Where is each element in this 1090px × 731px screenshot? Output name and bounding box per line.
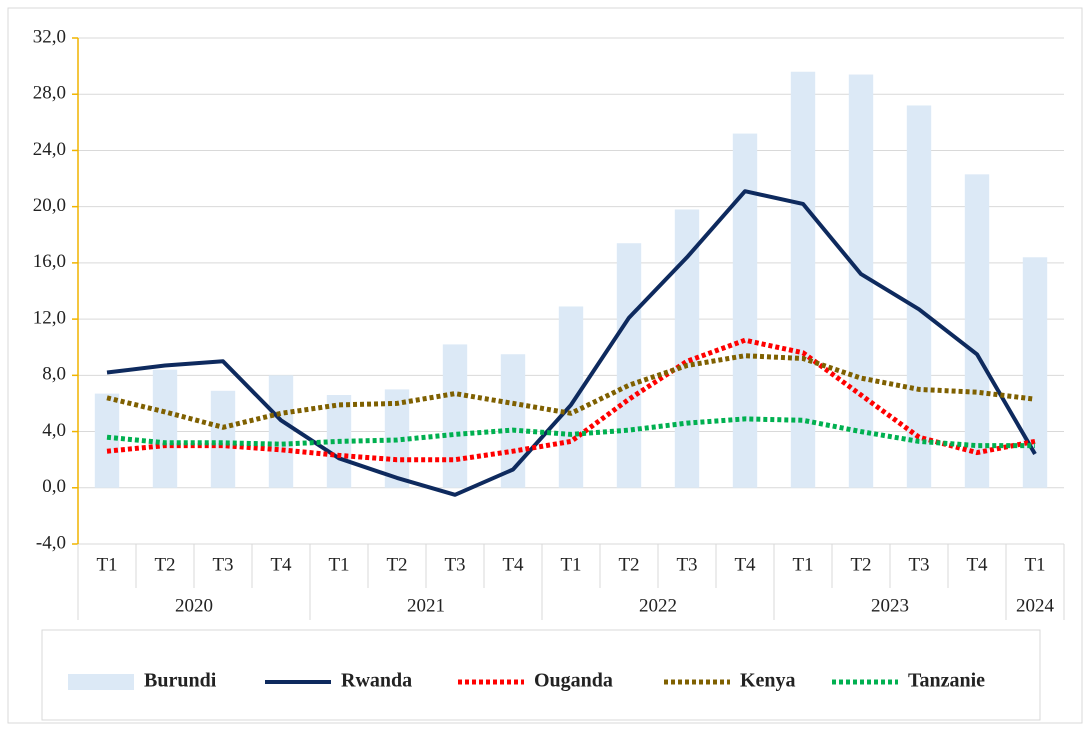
legend-label: Ouganda xyxy=(534,670,613,692)
y-tick-label: 32,0 xyxy=(33,26,66,47)
legend-label: Kenya xyxy=(740,670,796,692)
bar xyxy=(674,209,700,488)
x-tick-label: T2 xyxy=(618,554,639,575)
bar xyxy=(906,105,932,488)
bar xyxy=(210,390,236,488)
x-tick-label: T1 xyxy=(1024,554,1045,575)
x-tick-label: T2 xyxy=(386,554,407,575)
x-group-label: 2020 xyxy=(175,595,213,616)
legend-label: Burundi xyxy=(144,670,217,692)
line-series xyxy=(106,189,1037,497)
legend-frame xyxy=(41,629,1041,721)
x-group-label: 2022 xyxy=(639,595,677,616)
line-series xyxy=(106,353,1036,430)
x-tick-label: T1 xyxy=(96,554,117,575)
x-group-label: 2023 xyxy=(871,595,909,616)
x-tick-label: T1 xyxy=(560,554,581,575)
y-tick-label: 4,0 xyxy=(42,420,66,441)
y-tick-label: 16,0 xyxy=(33,251,66,272)
bar xyxy=(790,71,816,488)
x-tick-label: T1 xyxy=(328,554,349,575)
x-group-label: 2024 xyxy=(1016,595,1055,616)
bar xyxy=(442,344,468,488)
line-series xyxy=(106,416,1035,449)
x-tick-label: T1 xyxy=(792,554,813,575)
bar xyxy=(964,174,990,488)
bar xyxy=(732,133,758,488)
x-tick-label: T4 xyxy=(270,554,292,575)
y-tick-label: 28,0 xyxy=(33,83,66,104)
bar xyxy=(558,306,584,488)
bar xyxy=(500,354,526,488)
bar xyxy=(1022,257,1048,488)
y-tick-label: 20,0 xyxy=(33,195,66,216)
x-tick-label: T4 xyxy=(734,554,756,575)
x-tick-label: T3 xyxy=(444,554,465,575)
y-tick-label: 8,0 xyxy=(42,364,66,385)
x-tick-label: T4 xyxy=(966,554,988,575)
line-series xyxy=(106,337,1036,463)
legend-label: Rwanda xyxy=(341,670,412,692)
y-tick-label: 0,0 xyxy=(42,476,66,497)
bar xyxy=(94,393,120,488)
x-tick-label: T2 xyxy=(850,554,871,575)
x-tick-label: T4 xyxy=(502,554,524,575)
legend-swatch xyxy=(68,674,134,690)
bar xyxy=(616,243,642,488)
x-tick-label: T2 xyxy=(154,554,175,575)
legend-label: Tanzanie xyxy=(908,670,985,692)
x-group-label: 2021 xyxy=(407,595,445,616)
bar xyxy=(268,375,294,488)
bar xyxy=(152,369,178,488)
y-tick-label: 24,0 xyxy=(33,139,66,160)
x-tick-label: T3 xyxy=(676,554,697,575)
x-tick-label: T3 xyxy=(212,554,233,575)
y-tick-label: 12,0 xyxy=(33,307,66,328)
y-tick-label: -4,0 xyxy=(36,532,66,553)
x-tick-label: T3 xyxy=(908,554,929,575)
